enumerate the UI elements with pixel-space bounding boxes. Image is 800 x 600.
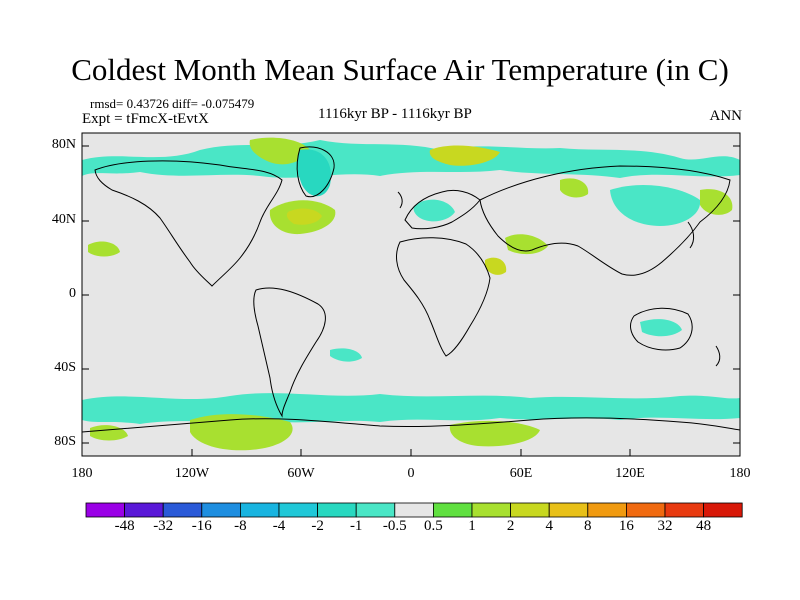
coast-antarctica	[81, 417, 741, 433]
colorbar-label: 8	[584, 518, 592, 534]
colorbar-label: 32	[657, 518, 673, 534]
region-asia-cool	[610, 185, 701, 226]
colorbar-swatch	[548, 502, 589, 518]
axis-ticks	[81, 145, 741, 456]
lat-label-80n: 80N	[51, 137, 76, 152]
colorbar-label: 4	[545, 518, 553, 534]
coast-asia	[479, 165, 731, 276]
lon-label-60w: 60W	[287, 466, 315, 481]
stats-line: rmsd= 0.43726 diff= -0.075479	[90, 96, 254, 112]
colorbar-label: -16	[191, 518, 212, 534]
coast-uk	[397, 191, 403, 209]
colorbar	[85, 502, 743, 518]
region-europe-cool	[413, 199, 455, 222]
plot-title: Coldest Month Mean Surface Air Temperatu…	[71, 52, 729, 87]
lon-label-0: 0	[407, 466, 415, 481]
lat-label-0: 0	[69, 286, 76, 301]
lat-label-40n: 40N	[51, 212, 76, 227]
region-antarctic-warm-2	[449, 420, 540, 447]
region-central-asia-warm	[560, 178, 589, 198]
colorbar-label: 48	[696, 518, 712, 534]
colorbar-swatch	[278, 502, 318, 518]
lon-label-180w: 180	[71, 466, 93, 481]
coast-new-zealand	[715, 345, 721, 367]
colorbar-swatch	[471, 502, 511, 518]
region-s-pacific-cool	[330, 348, 362, 362]
lat-label-40s: 40S	[54, 360, 76, 375]
experiment-label: Expt = tFmcX-tEvtX	[82, 111, 209, 127]
region-greenland-cool	[297, 149, 331, 197]
colorbar-label: -48	[114, 518, 135, 534]
coast-africa	[396, 237, 491, 357]
colorbar-swatch	[317, 502, 357, 518]
colorbar-swatch	[703, 502, 743, 518]
diff-value: diff= -0.075479	[172, 96, 255, 111]
coast-north-america	[94, 160, 283, 287]
colorbar-label: 0.5	[424, 518, 443, 534]
region-arctic-warm-2	[429, 145, 500, 166]
colorbar-swatch	[124, 502, 164, 518]
lon-label-180e: 180	[729, 466, 751, 481]
region-n-atlantic-warm-core	[286, 208, 322, 225]
lat-label-80s: 80S	[54, 434, 76, 449]
colorbar-swatch	[394, 502, 434, 518]
colorbar-label: -8	[234, 518, 247, 534]
region-pacific-warm	[88, 241, 120, 257]
coast-greenland	[296, 146, 335, 198]
colorbar-swatch	[239, 502, 280, 518]
colorbar-label: 1	[468, 518, 476, 534]
lon-label-60e: 60E	[509, 466, 533, 481]
colorbar-swatch	[626, 502, 666, 518]
coast-japan	[687, 221, 695, 249]
colorbar-label: -32	[153, 518, 174, 534]
colorbar-label: -1	[349, 518, 363, 534]
colorbar-label: -2	[311, 518, 324, 534]
colorbar-label: 2	[506, 518, 515, 534]
colorbar-swatch	[85, 502, 125, 518]
colorbar-swatch	[664, 502, 704, 518]
region-arabia-warm	[485, 257, 507, 275]
colorbar-label: -4	[272, 518, 286, 534]
colorbar-swatch	[510, 502, 550, 518]
period-label: 1116kyr BP - 1116kyr BP	[318, 106, 472, 122]
colorbar-swatch	[201, 502, 241, 518]
colorbar-label: -0.5	[382, 518, 407, 534]
region-arctic-warm	[249, 137, 310, 165]
lon-label-120w: 120W	[174, 466, 210, 481]
colorbar-swatch	[162, 502, 203, 518]
colorbar-swatch	[587, 502, 627, 518]
rmsd-value: rmsd= 0.43726	[90, 96, 169, 111]
colorbar-label: 16	[618, 518, 634, 534]
colorbar-swatch	[432, 502, 473, 518]
region-antarctic-warm	[190, 414, 293, 451]
season-label: ANN	[709, 108, 743, 124]
coastlines	[81, 146, 741, 433]
coast-australia	[630, 307, 693, 351]
lon-label-120e: 120E	[615, 466, 645, 481]
coast-south-america	[253, 287, 326, 418]
colorbar-swatch	[355, 502, 396, 518]
region-australia-cool	[640, 319, 682, 337]
